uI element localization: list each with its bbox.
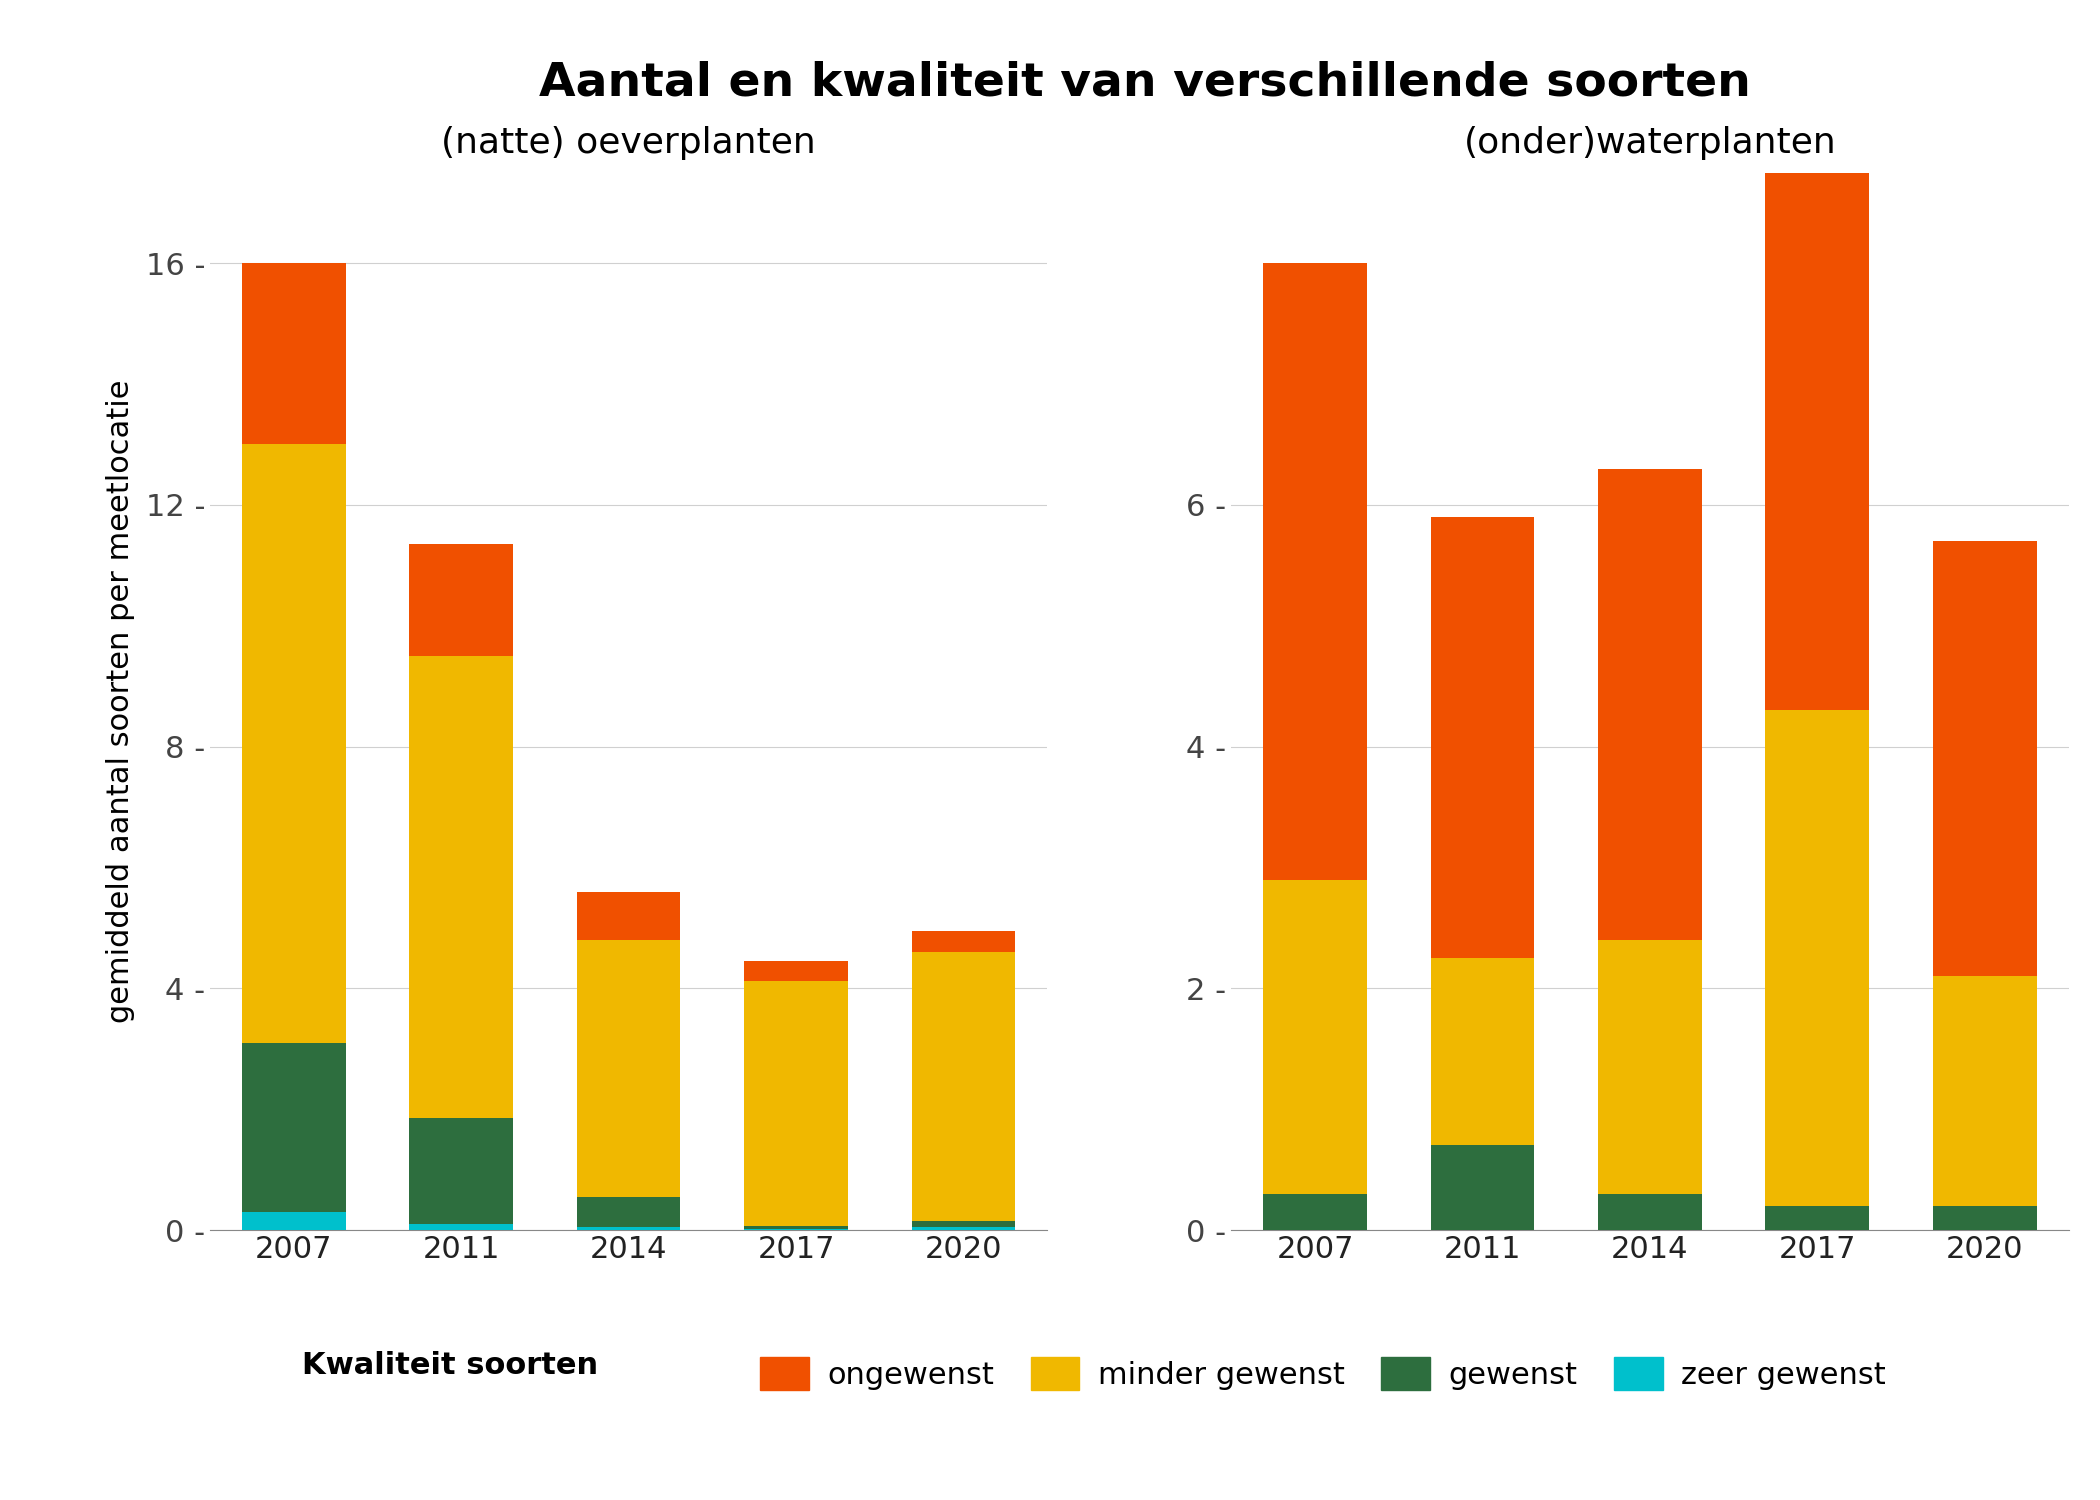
Text: Kwaliteit soorten: Kwaliteit soorten: [302, 1350, 598, 1380]
Bar: [242, 262, 346, 444]
Bar: [911, 932, 1016, 952]
Bar: [1598, 468, 1701, 940]
Bar: [578, 891, 680, 940]
Bar: [1766, 711, 1869, 1206]
Y-axis label: gemiddeld aantal soorten per meetlocatie: gemiddeld aantal soorten per meetlocatie: [105, 380, 134, 1023]
Bar: [911, 1221, 1016, 1227]
Bar: [1932, 1206, 2037, 1230]
Bar: [1932, 976, 2037, 1206]
Bar: [578, 1227, 680, 1230]
Bar: [1598, 940, 1701, 1194]
Title: (onder)waterplanten: (onder)waterplanten: [1464, 126, 1835, 160]
Bar: [410, 544, 512, 656]
Bar: [1430, 958, 1535, 1146]
Text: Aantal en kwaliteit van verschillende soorten: Aantal en kwaliteit van verschillende so…: [538, 60, 1751, 105]
Bar: [242, 1042, 346, 1212]
Bar: [1932, 542, 2037, 976]
Bar: [242, 1212, 346, 1230]
Bar: [1262, 262, 1367, 879]
Title: (natte) oeverplanten: (natte) oeverplanten: [441, 126, 817, 160]
Bar: [1262, 1194, 1367, 1230]
Legend: ongewenst, minder gewenst, gewenst, zeer gewenst: ongewenst, minder gewenst, gewenst, zeer…: [748, 1344, 1898, 1402]
Bar: [410, 656, 512, 1118]
Bar: [1766, 1206, 1869, 1230]
Bar: [1262, 879, 1367, 1194]
Bar: [743, 1226, 848, 1228]
Bar: [911, 1227, 1016, 1230]
Bar: [1430, 518, 1535, 958]
Bar: [578, 940, 680, 1197]
Bar: [1598, 1194, 1701, 1230]
Bar: [578, 1197, 680, 1227]
Bar: [911, 952, 1016, 1221]
Bar: [743, 962, 848, 981]
Bar: [410, 1118, 512, 1224]
Bar: [743, 981, 848, 1226]
Bar: [242, 444, 346, 1042]
Bar: [410, 1224, 512, 1230]
Bar: [1430, 1146, 1535, 1230]
Bar: [1766, 0, 1869, 711]
